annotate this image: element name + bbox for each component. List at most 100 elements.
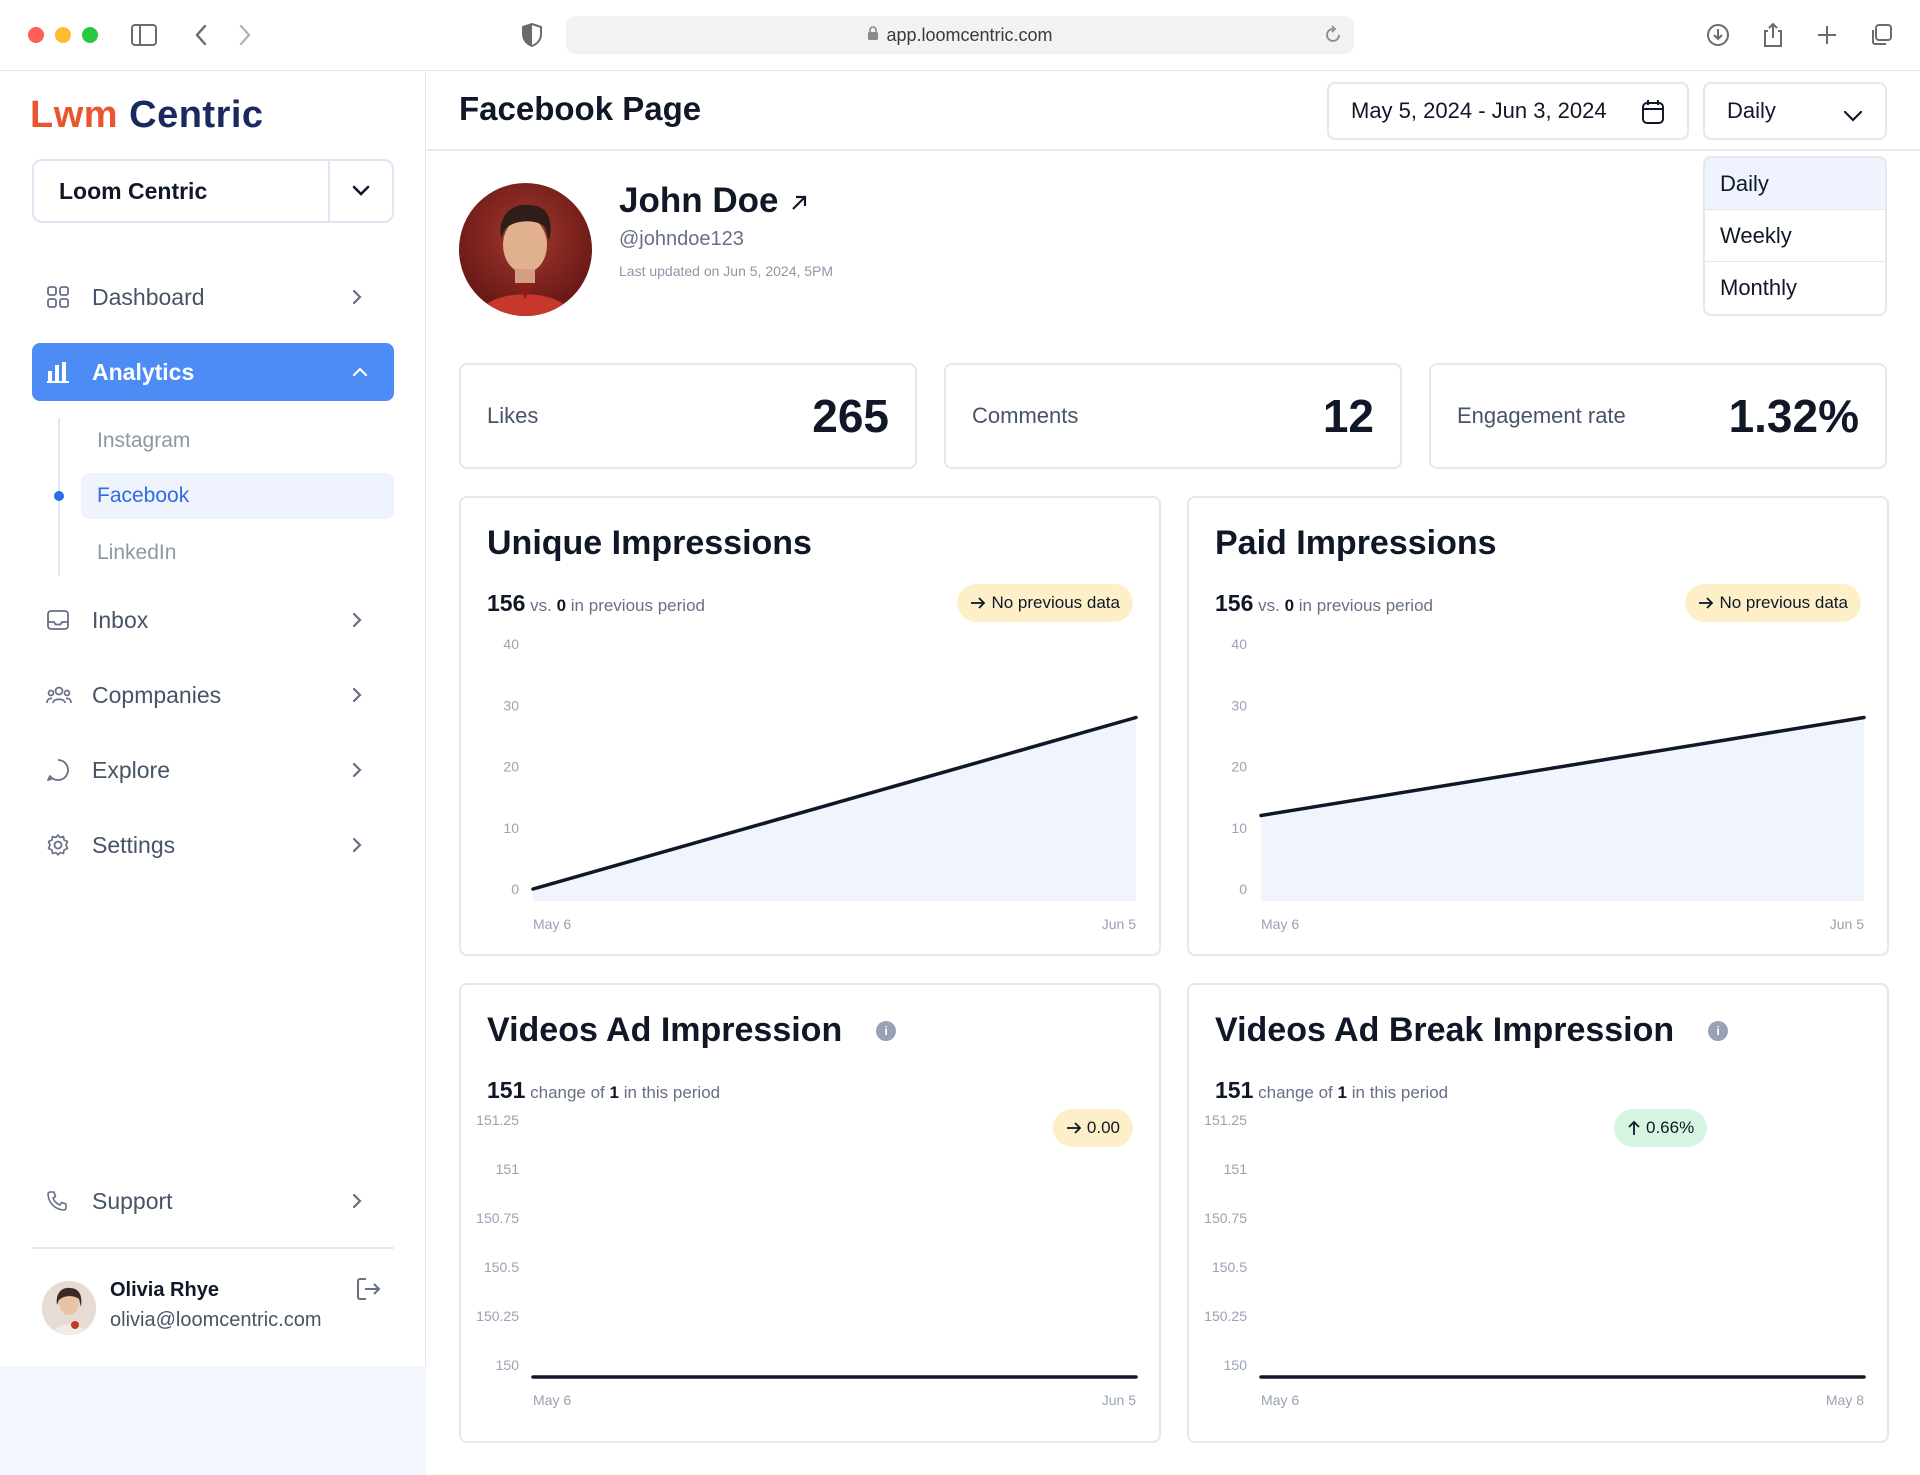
info-icon[interactable]: i: [1708, 1020, 1729, 1041]
period-select[interactable]: Daily: [1703, 82, 1887, 140]
logo-mark-text: Lwm: [30, 93, 119, 136]
close-window-button[interactable]: [28, 27, 44, 43]
series-line: [531, 715, 1138, 891]
sidebar-item-label: Analytics: [92, 358, 195, 385]
chart-plot: 150 150.25 150.5 150.75 151 151.25 May 6 Jun 5: [476, 1115, 1138, 1408]
profile-handle: @johndoe123: [619, 228, 744, 250]
y-tick-label: 150.25: [1204, 1308, 1247, 1324]
arrow-up-icon: [1627, 1120, 1641, 1136]
stat-card-engagement-rate: Engagement rate 1.32%: [1429, 363, 1887, 469]
date-range-picker[interactable]: May 5, 2024 - Jun 3, 2024: [1327, 82, 1689, 140]
sidebar-item-analytics[interactable]: Analytics: [32, 343, 394, 401]
phone-icon: [46, 1190, 76, 1212]
chevron-down-icon[interactable]: [328, 161, 392, 221]
x-tick-label: May 6: [1261, 916, 1299, 932]
y-tick-label: 20: [1231, 759, 1247, 775]
y-tick-label: 150.75: [476, 1210, 519, 1226]
chart-plot: 0 10 20 30 40 May 6 Jun 5: [503, 636, 1138, 932]
x-tick-label: May 6: [1261, 1392, 1299, 1408]
subnav-item-instagram[interactable]: Instagram: [97, 429, 191, 452]
new-tab-icon[interactable]: [1812, 20, 1842, 50]
chart-summary-mid: change of: [1258, 1083, 1333, 1102]
y-tick-label: 150.5: [1212, 1259, 1247, 1275]
period-dropdown-menu: Daily Weekly Monthly: [1703, 156, 1887, 316]
chevron-down-icon: [1843, 102, 1863, 128]
sidebar-toggle-icon[interactable]: [129, 20, 159, 50]
chart-card-videos-ad-impression: Videos Ad Impression i 151 change of 1 i…: [459, 983, 1161, 1443]
chart-title-text: Videos Ad Impression: [487, 1011, 843, 1049]
reload-icon[interactable]: [1324, 24, 1342, 49]
sidebar-item-companies[interactable]: Copmpanies: [32, 666, 394, 724]
chart-title-text: Videos Ad Break Impression: [1215, 1011, 1675, 1049]
chart-summary-mid: change of: [530, 1083, 605, 1102]
trend-badge-label: 0.66%: [1646, 1118, 1695, 1137]
user-name: Olivia Rhye: [110, 1279, 219, 1301]
stat-value: 1.32%: [1728, 390, 1859, 442]
chat-icon: [46, 758, 76, 782]
grid-icon: [46, 285, 76, 309]
sidebar-item-dashboard[interactable]: Dashboard: [32, 268, 394, 326]
chart-summary: 151 change of 1 in this period: [1215, 1077, 1448, 1104]
zoom-window-button[interactable]: [82, 27, 98, 43]
back-icon[interactable]: [186, 20, 216, 50]
sidebar-item-settings[interactable]: Settings: [32, 816, 394, 874]
logo-wordmark: Lwm Centric: [30, 94, 264, 137]
subnav-item-linkedin[interactable]: LinkedIn: [97, 541, 177, 564]
logo-brand-text: Centric: [129, 93, 264, 136]
download-icon[interactable]: [1703, 20, 1733, 50]
minimize-window-button[interactable]: [55, 27, 71, 43]
external-link-icon[interactable]: [790, 181, 808, 221]
chart-summary-mid: vs.: [530, 596, 552, 615]
y-tick-label: 150: [496, 1357, 520, 1373]
chevron-right-icon: [352, 837, 376, 853]
logo[interactable]: Lwm Centric: [30, 93, 264, 137]
chart-title: Videos Ad Impression i: [487, 1011, 897, 1050]
chevron-right-icon: [352, 612, 376, 628]
divider: [32, 1247, 394, 1249]
address-bar[interactable]: app.loomcentric.com: [566, 16, 1354, 54]
y-tick-label: 151.25: [476, 1115, 519, 1128]
chart-summary-value: 151: [487, 1077, 526, 1103]
chevron-right-icon: [352, 1193, 376, 1209]
stat-card-comments: Comments 12: [944, 363, 1402, 469]
chevron-right-icon: [352, 762, 376, 778]
y-tick-label: 10: [1231, 820, 1247, 836]
period-option-daily[interactable]: Daily: [1705, 158, 1885, 210]
sidebar-item-support[interactable]: Support: [32, 1172, 394, 1230]
y-tick-label: 151.25: [1204, 1115, 1247, 1128]
forward-icon[interactable]: [230, 20, 260, 50]
chart-summary: 156 vs. 0 in previous period: [1215, 590, 1433, 617]
y-tick-label: 40: [503, 636, 519, 652]
info-icon[interactable]: i: [876, 1020, 897, 1041]
sidebar-footer-background: [0, 1366, 426, 1475]
stat-label: Likes: [487, 403, 539, 428]
x-tick-label: May 6: [533, 1392, 571, 1408]
share-icon[interactable]: [1758, 20, 1788, 50]
subnav-item-facebook[interactable]: Facebook: [81, 473, 394, 519]
arrow-right-icon: [970, 596, 986, 610]
sidebar-item-inbox[interactable]: Inbox: [32, 591, 394, 649]
bar-chart-icon: [46, 361, 76, 383]
last-updated-text: Last updated on Jun 5, 2024, 5PM: [619, 263, 834, 279]
browser-toolbar: app.loomcentric.com: [0, 0, 1920, 71]
y-tick-label: 10: [503, 820, 519, 836]
trend-badge: No previous data: [1685, 584, 1861, 622]
chart-summary-suffix: in this period: [623, 1083, 721, 1102]
logout-icon[interactable]: [356, 1277, 382, 1306]
chart-summary: 151 change of 1 in this period: [487, 1077, 720, 1104]
y-tick-label: 150.25: [476, 1308, 519, 1324]
avatar[interactable]: [42, 1281, 96, 1335]
workspace-selector[interactable]: Loom Centric: [32, 159, 394, 223]
sidebar-item-explore[interactable]: Explore: [32, 741, 394, 799]
chart-card-videos-ad-break-impression: Videos Ad Break Impression i 151 change …: [1187, 983, 1889, 1443]
page-title: Facebook Page: [459, 90, 702, 127]
shield-icon[interactable]: [517, 20, 547, 50]
chart-card-unique-impressions: Unique Impressions 156 vs. 0 in previous…: [459, 496, 1161, 956]
chevron-right-icon: [352, 687, 376, 703]
period-option-weekly[interactable]: Weekly: [1705, 210, 1885, 262]
x-tick-label: Jun 5: [1830, 916, 1864, 932]
period-option-monthly[interactable]: Monthly: [1720, 275, 1798, 300]
tabs-overview-icon[interactable]: [1866, 20, 1896, 50]
chart-title: Unique Impressions: [487, 524, 812, 562]
sidebar: Lwm Centric Loom Centric Dashboard Analy…: [0, 71, 426, 1475]
